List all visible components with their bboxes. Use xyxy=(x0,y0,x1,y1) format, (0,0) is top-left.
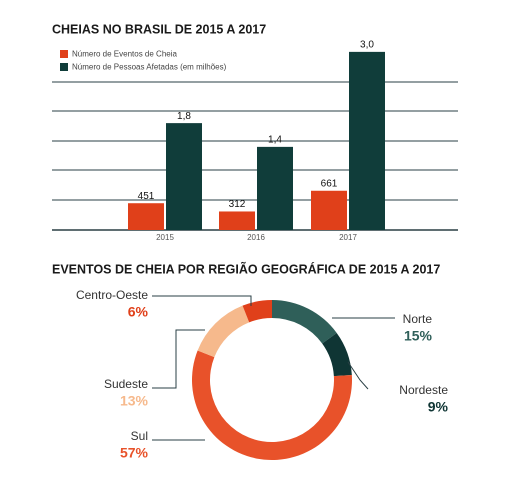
legend-label: Número de Pessoas Afetadas (em milhões) xyxy=(72,63,227,72)
bar xyxy=(349,51,385,230)
bar xyxy=(219,211,255,230)
donut-slice xyxy=(197,305,250,358)
value-label: 451 xyxy=(138,191,155,202)
bar xyxy=(128,203,164,230)
bar xyxy=(166,123,202,230)
bar xyxy=(257,146,293,230)
bar xyxy=(311,190,347,230)
category-label: Sudeste xyxy=(104,377,148,391)
percent-label: 57% xyxy=(120,445,149,461)
value-label: 1,4 xyxy=(268,135,282,146)
legend-swatch xyxy=(60,63,68,71)
value-label: 3,0 xyxy=(360,40,374,51)
donut-slice xyxy=(192,350,352,460)
percent-label: 13% xyxy=(120,393,149,409)
legend-swatch xyxy=(60,50,68,58)
x-tick-label: 2017 xyxy=(339,233,357,242)
leader-line xyxy=(152,329,205,389)
leader-line xyxy=(347,361,369,390)
percent-label: 6% xyxy=(128,304,149,320)
donut-slice xyxy=(272,300,337,344)
category-label: Norte xyxy=(403,312,433,326)
x-tick-label: 2015 xyxy=(156,233,174,242)
donut-slice xyxy=(242,300,272,323)
leader-line xyxy=(152,295,252,306)
value-label: 312 xyxy=(229,199,246,210)
value-label: 661 xyxy=(321,178,338,189)
legend-label: Número de Eventos de Cheia xyxy=(72,50,178,59)
percent-label: 9% xyxy=(428,399,449,415)
chart-title: EVENTOS DE CHEIA POR REGIÃO GEOGRÁFICA D… xyxy=(52,261,440,276)
donut-slice xyxy=(322,332,352,377)
category-label: Nordeste xyxy=(399,383,448,397)
grid xyxy=(52,81,458,201)
category-label: Centro-Oeste xyxy=(76,288,148,302)
value-label: 1,8 xyxy=(177,111,191,122)
x-tick-label: 2016 xyxy=(247,233,265,242)
percent-label: 15% xyxy=(404,328,433,344)
chart-title: CHEIAS NO BRASIL DE 2015 A 2017 xyxy=(52,22,266,36)
category-label: Sul xyxy=(131,429,148,443)
